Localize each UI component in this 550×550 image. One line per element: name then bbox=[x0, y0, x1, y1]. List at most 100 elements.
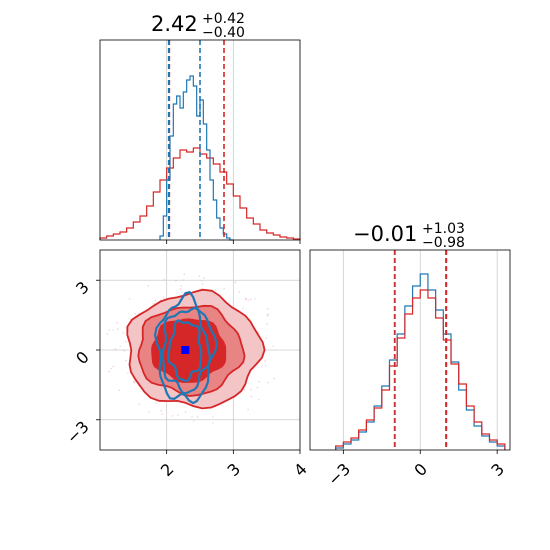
hist-blue-series bbox=[335, 273, 506, 450]
scatter-point bbox=[114, 348, 117, 350]
title-top-left-upper: +0.42 bbox=[202, 11, 245, 27]
scatter-point bbox=[134, 313, 136, 315]
scatter-point bbox=[238, 291, 240, 293]
scatter-point bbox=[132, 381, 135, 383]
scatter-point bbox=[261, 365, 264, 367]
panel-bottom-left-contour: 2 3 4 −3 0 3 bbox=[63, 249, 311, 480]
scatter-point bbox=[273, 377, 275, 380]
scatter-point bbox=[110, 367, 112, 370]
scatter-point bbox=[118, 389, 121, 392]
scatter-point bbox=[182, 279, 184, 281]
scatter-point bbox=[129, 318, 131, 320]
contour-blue-level-3 bbox=[166, 319, 203, 383]
y-tick-label: −3 bbox=[63, 417, 93, 447]
scatter-point bbox=[180, 285, 182, 287]
scatter-point bbox=[267, 381, 269, 384]
hist-red-series bbox=[335, 289, 506, 450]
scatter-point bbox=[242, 307, 245, 310]
scatter-point bbox=[272, 345, 274, 348]
scatter-point bbox=[214, 289, 217, 291]
panel-bottom-right-frame bbox=[309, 249, 511, 451]
scatter-point bbox=[266, 308, 269, 310]
title-bottom-right-upper: +1.03 bbox=[422, 221, 465, 237]
scatter-point bbox=[254, 298, 256, 300]
scatter-point bbox=[181, 292, 184, 294]
scatter-point bbox=[234, 281, 237, 284]
y-tick-label: 3 bbox=[72, 278, 93, 299]
scatter-point bbox=[202, 277, 205, 279]
panel-top-left-frame bbox=[99, 39, 301, 241]
scatter-point bbox=[125, 359, 127, 362]
peak-marker bbox=[181, 346, 190, 354]
scatter-point bbox=[258, 380, 260, 383]
scatter-point bbox=[266, 323, 268, 325]
x-tick-label: −3 bbox=[324, 459, 354, 489]
scatter-point bbox=[147, 411, 150, 414]
scatter-point bbox=[257, 398, 260, 401]
scatter-point bbox=[176, 414, 179, 416]
scatter-point bbox=[115, 321, 118, 324]
panel-bottom-right-histogram: −3 0 3 −0.01 +1.03 −0.98 bbox=[309, 221, 511, 490]
scatter-point bbox=[184, 410, 187, 413]
scatter-point bbox=[125, 340, 127, 343]
y-tick-label: 0 bbox=[72, 347, 93, 368]
scatter-point bbox=[123, 350, 126, 352]
scatter-point bbox=[117, 328, 119, 330]
scatter-point bbox=[155, 402, 157, 404]
hist-blue-series bbox=[159, 75, 234, 241]
scatter-point bbox=[256, 386, 259, 389]
scatter-point bbox=[266, 314, 269, 317]
scatter-point bbox=[196, 416, 199, 418]
scatter-point bbox=[249, 298, 252, 301]
scatter-point bbox=[163, 278, 166, 281]
scatter-point bbox=[212, 415, 214, 418]
scatter-point bbox=[179, 288, 182, 290]
hist-red-series bbox=[99, 147, 301, 240]
contour-blue-level-2 bbox=[161, 306, 211, 395]
scatter-point bbox=[160, 409, 163, 412]
scatter-point bbox=[153, 302, 155, 305]
title-bottom-right-lower: −0.98 bbox=[422, 235, 465, 251]
scatter-point bbox=[154, 299, 157, 302]
panel-top-left-histogram: 2.42 +0.42 −0.40 bbox=[99, 11, 301, 244]
x-tick-label: 3 bbox=[224, 459, 245, 480]
scatter-point bbox=[163, 297, 165, 299]
scatter-point bbox=[198, 275, 201, 277]
title-top-left-lower: −0.40 bbox=[202, 25, 245, 41]
scatter-point bbox=[247, 408, 249, 411]
scatter-point bbox=[192, 420, 195, 422]
scatter-point bbox=[111, 329, 114, 331]
scatter-point bbox=[250, 395, 253, 398]
scatter-point bbox=[250, 388, 252, 391]
scatter-point bbox=[161, 413, 164, 415]
scatter-point bbox=[264, 360, 266, 362]
x-tick-label: 0 bbox=[410, 459, 431, 480]
title-bottom-right-value: −0.01 bbox=[353, 222, 417, 246]
x-tick-label: 3 bbox=[487, 459, 508, 480]
x-tick-label: 2 bbox=[157, 459, 178, 480]
scatter-point bbox=[128, 298, 131, 300]
scatter-point bbox=[212, 422, 214, 424]
scatter-point bbox=[247, 299, 250, 302]
scatter-point bbox=[267, 313, 270, 315]
title-top-left-value: 2.42 bbox=[151, 12, 198, 36]
scatter-point bbox=[245, 298, 247, 301]
scatter-point bbox=[119, 345, 122, 347]
scatter-point bbox=[265, 337, 268, 339]
scatter-point bbox=[106, 333, 109, 335]
scatter-point bbox=[108, 370, 110, 373]
scatter-point bbox=[122, 331, 125, 334]
scatter-point bbox=[201, 279, 203, 282]
scatter-point bbox=[127, 372, 129, 374]
scatter-point bbox=[183, 273, 186, 275]
scatter-point bbox=[138, 403, 140, 406]
scatter-point bbox=[243, 388, 246, 391]
scatter-point bbox=[112, 365, 115, 368]
scatter-point bbox=[223, 287, 225, 290]
scatter-point bbox=[108, 329, 111, 332]
scatter-point bbox=[191, 415, 193, 418]
scatter-point bbox=[202, 283, 204, 286]
x-tick-label: 4 bbox=[290, 459, 311, 480]
scatter-point bbox=[171, 415, 174, 417]
